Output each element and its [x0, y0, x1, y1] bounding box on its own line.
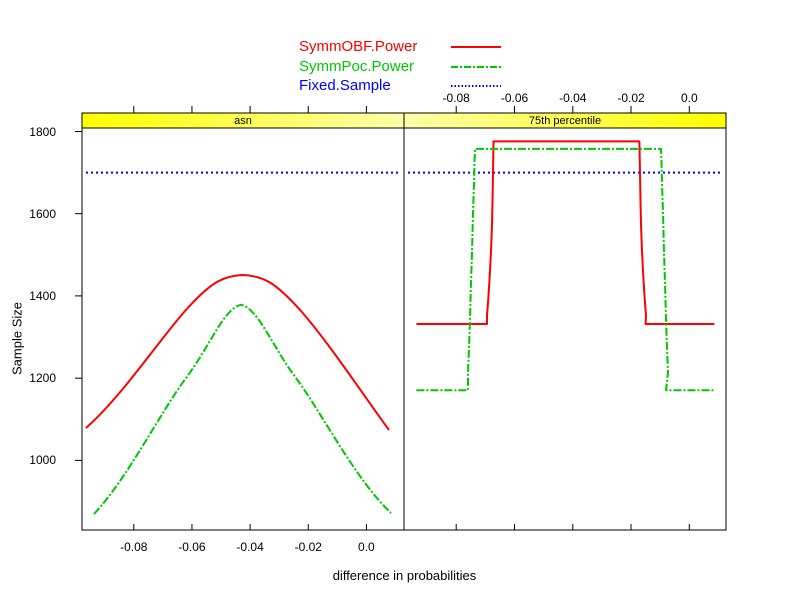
svg-text:75th percentile: 75th percentile [529, 115, 601, 127]
svg-text:asn: asn [234, 115, 252, 127]
